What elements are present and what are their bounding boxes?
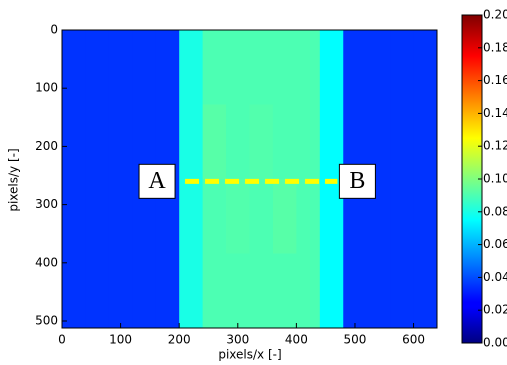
heatmap-cell	[390, 179, 415, 254]
heatmap-cell	[343, 253, 368, 329]
heatmap-cell	[132, 253, 157, 329]
heatmap-cell	[413, 104, 438, 180]
colorbar-tick-label: 0.06	[483, 237, 507, 251]
heatmap-cell	[62, 179, 86, 254]
heatmap-cell	[249, 179, 274, 254]
heatmap-cell	[272, 179, 297, 254]
heatmap-cell	[202, 179, 227, 254]
heatmap-cell	[226, 179, 250, 254]
heatmap-cell	[85, 179, 110, 254]
colorbar-tick-label: 0.18	[483, 40, 507, 54]
heatmap-cell	[202, 253, 227, 329]
heatmap-cell	[226, 104, 250, 180]
y-tick-label: 500	[35, 314, 58, 328]
heatmap-cell	[366, 104, 391, 180]
heatmap-cell	[85, 30, 110, 105]
y-tick-label: 300	[35, 197, 58, 211]
heatmap-cell	[132, 104, 157, 180]
heatmap	[62, 30, 438, 329]
heatmap-cell	[319, 30, 344, 105]
x-tick-label: 100	[109, 333, 132, 347]
y-tick-label: 100	[35, 81, 58, 95]
heatmap-cell	[413, 253, 438, 329]
label-box	[138, 163, 176, 199]
heatmap-cell	[202, 104, 227, 180]
heatmap-cell	[296, 179, 321, 254]
heatmap-cell	[62, 30, 86, 105]
heatmap-cell	[155, 104, 180, 180]
heatmap-cell	[226, 30, 250, 105]
heatmap-cell	[226, 253, 250, 329]
heatmap-cell	[319, 104, 344, 180]
heatmap-cell	[108, 179, 133, 254]
heatmap-cell	[179, 253, 204, 329]
profile-label: B	[349, 168, 365, 194]
colorbar-tick-label: 0.10	[483, 172, 507, 186]
colorbar-tick-label: 0.16	[483, 73, 507, 87]
y-axis-label: pixels/y [-]	[7, 148, 21, 211]
heatmap-cell	[249, 253, 274, 329]
x-tick-label: 400	[285, 333, 308, 347]
colorbar-tick-label: 0.08	[483, 204, 507, 218]
heatmap-cell	[366, 30, 391, 105]
heatmap-cell	[319, 179, 344, 254]
heatmap-cell	[155, 253, 180, 329]
heatmap-cell	[249, 104, 274, 180]
heatmap-cell	[390, 104, 415, 180]
heatmap-cell	[296, 104, 321, 180]
heatmap-cell	[132, 30, 157, 105]
heatmap-cell	[413, 179, 438, 254]
heatmap-cell	[272, 30, 297, 105]
profile-label: A	[148, 168, 166, 194]
heatmap-cell	[390, 253, 415, 329]
heatmap-cell	[85, 253, 110, 329]
heatmap-cell	[296, 253, 321, 329]
heatmap-cell	[272, 104, 297, 180]
x-tick-label: 600	[402, 333, 425, 347]
heatmap-cell	[108, 253, 133, 329]
heatmap-cell	[413, 30, 438, 105]
y-tick-label: 400	[35, 255, 58, 269]
heatmap-cell	[62, 104, 86, 180]
plot-frame	[61, 29, 438, 329]
heatmap-cell	[179, 179, 204, 254]
x-tick-label: 300	[226, 333, 249, 347]
colorbar-tick-label: 0.14	[483, 106, 507, 120]
x-axis-label: pixels/x [-]	[218, 348, 281, 362]
x-tick-label: 500	[344, 333, 367, 347]
heatmap-cell	[343, 104, 368, 180]
colorbar-tick-label: 0.00	[483, 336, 507, 350]
heatmap-cell	[249, 30, 274, 105]
heatmap-cell	[62, 253, 86, 329]
heatmap-cell	[108, 30, 133, 105]
heatmap-cell	[343, 30, 368, 105]
heatmap-cell	[202, 30, 227, 105]
heatmap-cell	[272, 253, 297, 329]
y-tick-label: 0	[50, 23, 58, 37]
heatmap-cell	[155, 30, 180, 105]
heatmap-cell	[366, 253, 391, 329]
heatmap-cell	[296, 30, 321, 105]
colorbar-tick-label: 0.02	[483, 303, 507, 317]
colorbar-tick-label: 0.20	[483, 8, 507, 22]
y-tick-label: 200	[35, 139, 58, 153]
colorbar-tick-label: 0.12	[483, 139, 507, 153]
heatmap-cell	[85, 104, 110, 180]
label-box	[338, 163, 376, 199]
heatmap-cell	[179, 104, 204, 180]
heatmap-cell	[179, 30, 204, 105]
colorbar-tick-label: 0.04	[483, 270, 507, 284]
x-tick-label: 200	[168, 333, 191, 347]
heatmap-cell	[319, 253, 344, 329]
heatmap-cell	[108, 104, 133, 180]
x-tick-label: 0	[58, 333, 66, 347]
heatmap-cell	[390, 30, 415, 105]
